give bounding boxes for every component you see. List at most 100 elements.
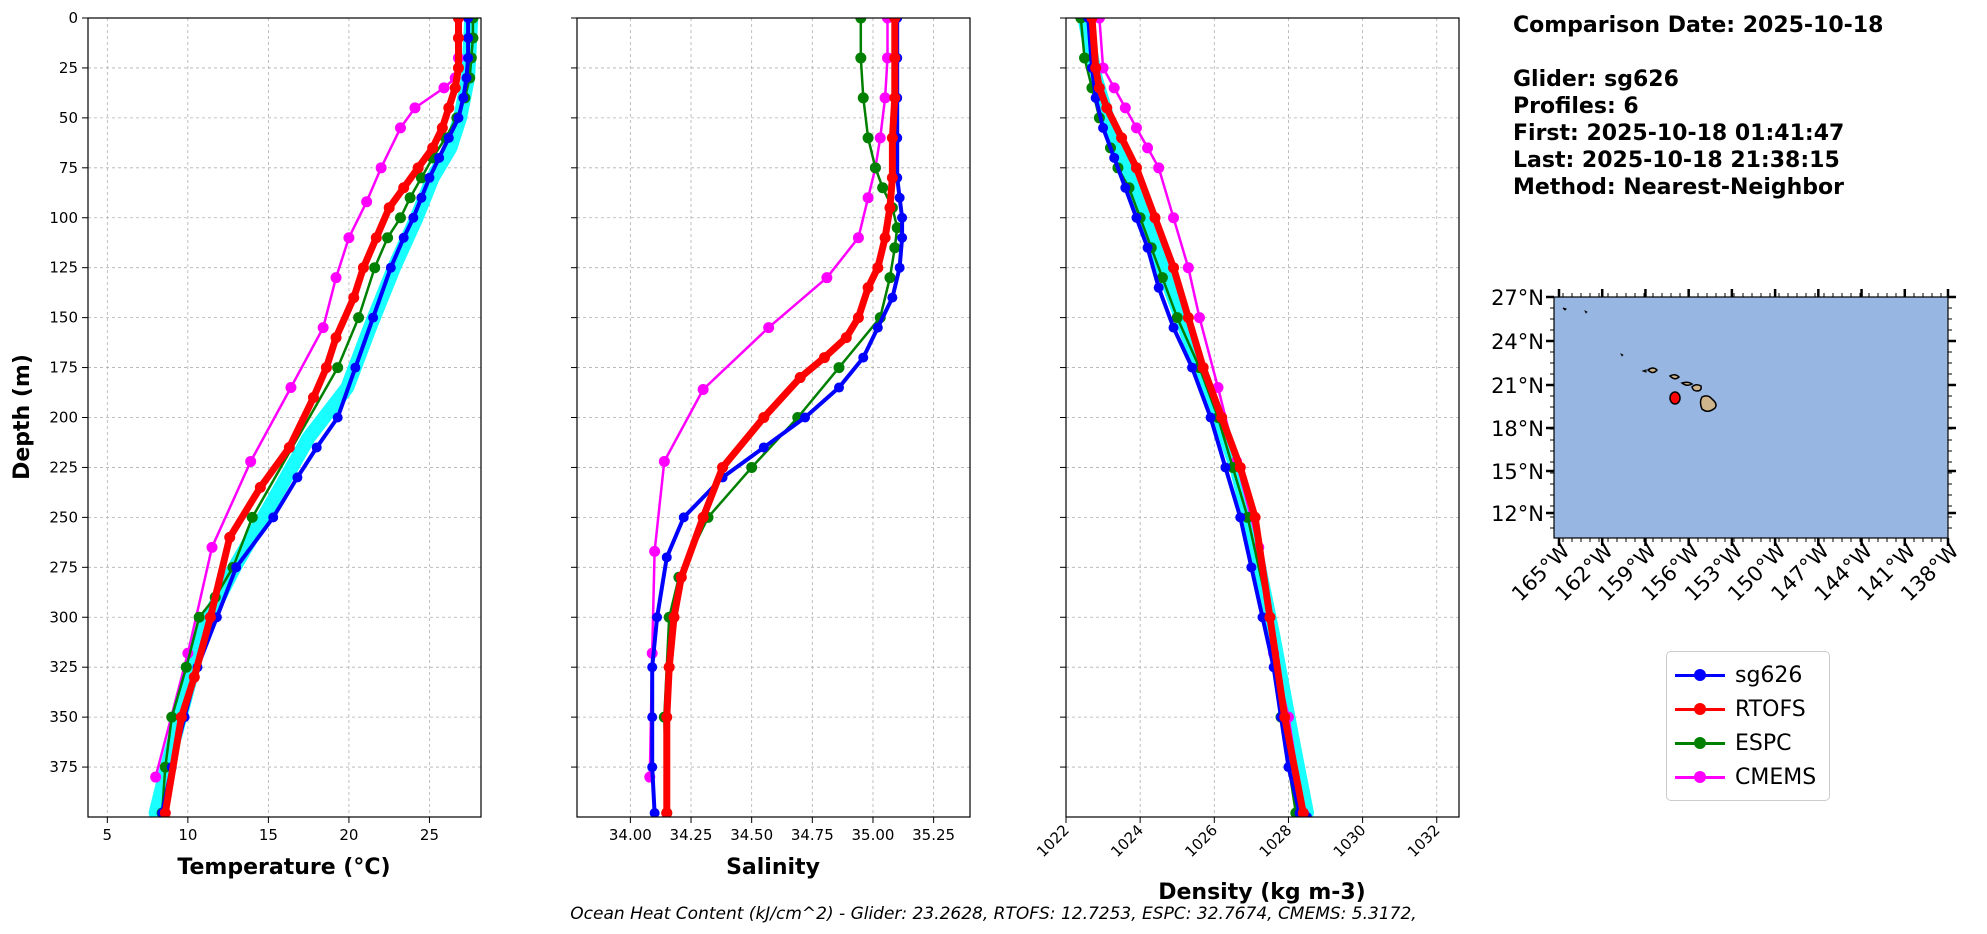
temperature-rtofs-point [449,82,461,94]
salinity-espc-point [857,92,869,104]
salinity-axis-label: Salinity [726,855,820,880]
legend-marker [1694,669,1706,681]
temperature-espc-point [166,711,178,723]
salinity-cmems-line [648,18,889,778]
temperature-sg626-point [332,412,343,423]
depth-tick-label: 50 [59,109,78,127]
density-rtofs-line [1088,18,1307,814]
profile-count: Profiles: 6 [1513,94,1639,119]
density-cmems-point [1130,122,1142,134]
island-islet-2 [1584,310,1588,314]
density-espc-point [1171,312,1183,324]
salinity-rtofs-point [794,372,806,384]
salinity-sg626-point [887,292,898,303]
legend-item: CMEMS [1667,760,1829,794]
temperature-cmems-point [409,102,421,114]
salinity-sg626-point [894,192,905,203]
temperature-rtofs-point [254,481,266,493]
temperature-rtofs-point [452,32,464,44]
salinity-rtofs-point [661,807,673,817]
legend-item: ESPC [1667,726,1829,760]
density-tick-label: 1028 [1256,821,1296,861]
salinity-rtofs-point [818,352,830,364]
salinity-sg626-point [897,212,908,223]
density-cmems-point [1119,102,1131,114]
temperature-sg626-point [434,152,445,163]
temperature-cmems-point [361,196,373,208]
density-sg626-point [1187,362,1198,373]
density-sg626-point [1220,462,1231,473]
temperature-sg626-point [463,32,474,43]
salinity-rtofs-point [886,132,898,144]
legend-label: ESPC [1735,730,1792,756]
temperature-rtofs-point [436,122,448,134]
comparison-info: Comparison Date: 2025-10-18 Glider: sg62… [1513,12,1883,201]
temperature-rtofs-point [443,102,455,114]
density-tick-label: 1032 [1404,821,1444,861]
density-rtofs-point [1086,18,1098,24]
depth-axis-label: Depth (m) [10,354,35,480]
salinity-sg626-point [647,762,658,773]
salinity-panel: 34.00 34.25 34.50 34.75 35.00 35.25 [571,17,971,844]
temperature-espc-point [382,232,394,244]
temperature-rtofs-point [398,182,410,194]
temperature-rtofs-line [161,18,462,814]
density-sg626-point [1168,322,1179,333]
ocean-heat-content-footer: Ocean Heat Content (kJ/cm^2) - Glider: 2… [570,904,1417,924]
salinity-espc-point [746,461,758,473]
density-sg626-point [1257,612,1268,623]
density-espc-point [1079,52,1091,64]
density-sg626-point [1120,182,1131,193]
temperature-tick-label: 20 [339,826,358,844]
salinity-tick-label: 34.75 [791,826,834,844]
island-kauai [1646,367,1659,374]
salinity-espc-point [855,52,867,64]
salinity-espc-point [855,18,867,24]
temperature-sg626-point [385,262,396,273]
temperature-rtofs-point [159,807,171,817]
map-ocean [1553,296,1949,539]
first-time: First: 2025-10-18 01:41:47 [1513,121,1845,146]
salinity-sg626-point [894,262,905,273]
salinity-rtofs-point [889,52,901,64]
density-cmems-point [1108,82,1120,94]
salinity-sg626-point [661,552,672,563]
salinity-sg626-point [678,512,689,523]
temperature-rtofs-point [283,441,295,453]
temperature-tick-label: 10 [178,826,197,844]
temperature-cmems-point [285,382,297,394]
temperature-tick-label: 5 [103,826,113,844]
temperature-sg626-point [443,132,454,143]
temperature-axis-label: Temperature (°C) [177,855,390,880]
density-sg626-point [1235,512,1246,523]
depth-tick-label: 125 [49,259,78,277]
island-oahu [1668,373,1681,380]
salinity-espc-line [663,18,899,814]
density-rtofs-point [1249,511,1261,523]
salinity-sg626-point [834,382,844,393]
salinity-rtofs-point [886,172,898,184]
density-sg626-point [1205,412,1216,423]
density-sg626-point [1142,242,1153,253]
temperature-rtofs-point [330,332,342,344]
density-cmems-line [1098,18,1305,814]
depth-tick-label: 75 [59,159,78,177]
density-cmems-point [1182,262,1194,274]
salinity-cmems-point [874,132,886,144]
temperature-sg626-point [458,92,469,103]
temperature-rtofs-point [320,362,332,374]
density-sg626-point [1109,152,1120,163]
density-axis-label: Density (kg m-3) [1158,880,1366,905]
salinity-cmems-point [879,92,891,104]
density-rtofs-point [1197,362,1209,374]
density-rtofs-point [1216,412,1228,423]
salinity-sg626-point [647,712,658,723]
temperature-sg626-raw-band [148,18,479,817]
legend-swatch [1675,697,1725,721]
island-islet-3 [1620,353,1624,357]
temperature-espc-point [193,611,205,623]
density-sg626-point [1153,282,1164,293]
depth-tick-label: 225 [49,458,78,476]
temperature-cmems-point [245,455,257,467]
temperature-rtofs-point [383,202,395,214]
